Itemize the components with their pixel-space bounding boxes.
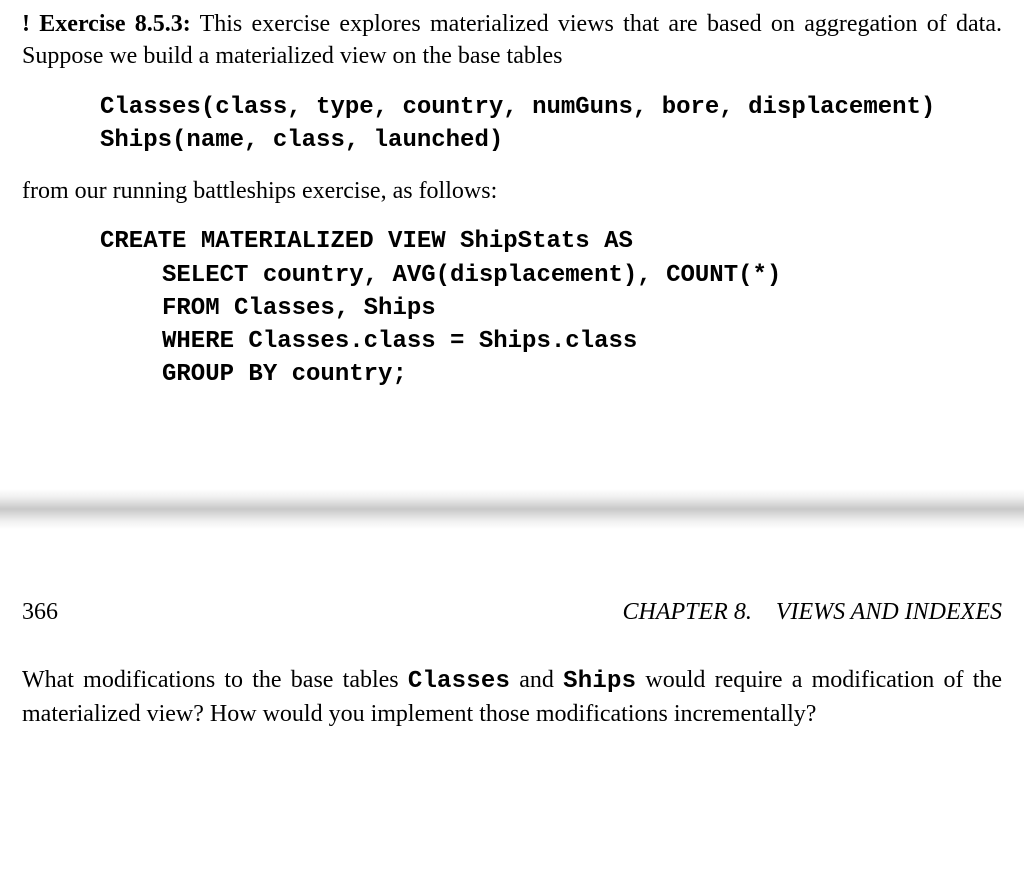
question-classname-2: Ships [563, 668, 636, 695]
page-break-separator [0, 489, 1024, 529]
chapter-label: CHAPTER 8. [622, 599, 751, 625]
question-paragraph: What modifications to the base tables Cl… [22, 664, 1002, 731]
exercise-mid-text: from our running battleships exercise, a… [22, 175, 1002, 207]
exercise-intro-paragraph: ! Exercise 8.5.3: This exercise explores… [22, 8, 1002, 73]
question-part-1: What modifications to the base tables [22, 667, 408, 693]
schema-code-block: Classes(class, type, country, numGuns, b… [100, 91, 1002, 157]
upper-section: ! Exercise 8.5.3: This exercise explores… [0, 0, 1024, 449]
question-classname-1: Classes [408, 668, 510, 695]
question-part-2: and [510, 667, 563, 693]
page-number: 366 [22, 599, 58, 626]
sql-line-3: FROM Classes, Ships [100, 292, 1002, 325]
document-page: ! Exercise 8.5.3: This exercise explores… [0, 0, 1024, 761]
chapter-title: VIEWS AND INDEXES [776, 599, 1002, 625]
sql-line-1: CREATE MATERIALIZED VIEW ShipStats AS [100, 228, 633, 255]
schema-line-1: Classes(class, type, country, numGuns, b… [100, 94, 935, 121]
sql-code-block: CREATE MATERIALIZED VIEW ShipStats AS SE… [100, 225, 1002, 391]
sql-line-4: WHERE Classes.class = Ships.class [100, 325, 1002, 358]
sql-line-2: SELECT country, AVG(displacement), COUNT… [100, 259, 1002, 292]
exercise-label: Exercise 8.5.3: [39, 11, 190, 37]
lower-section: 366 CHAPTER 8. VIEWS AND INDEXES What mo… [0, 589, 1024, 761]
chapter-heading: CHAPTER 8. VIEWS AND INDEXES [622, 599, 1002, 626]
sql-line-5: GROUP BY country; [100, 358, 1002, 391]
schema-line-2: Ships(name, class, launched) [100, 127, 503, 154]
exercise-bang: ! [22, 11, 30, 37]
page-header-row: 366 CHAPTER 8. VIEWS AND INDEXES [22, 599, 1002, 626]
